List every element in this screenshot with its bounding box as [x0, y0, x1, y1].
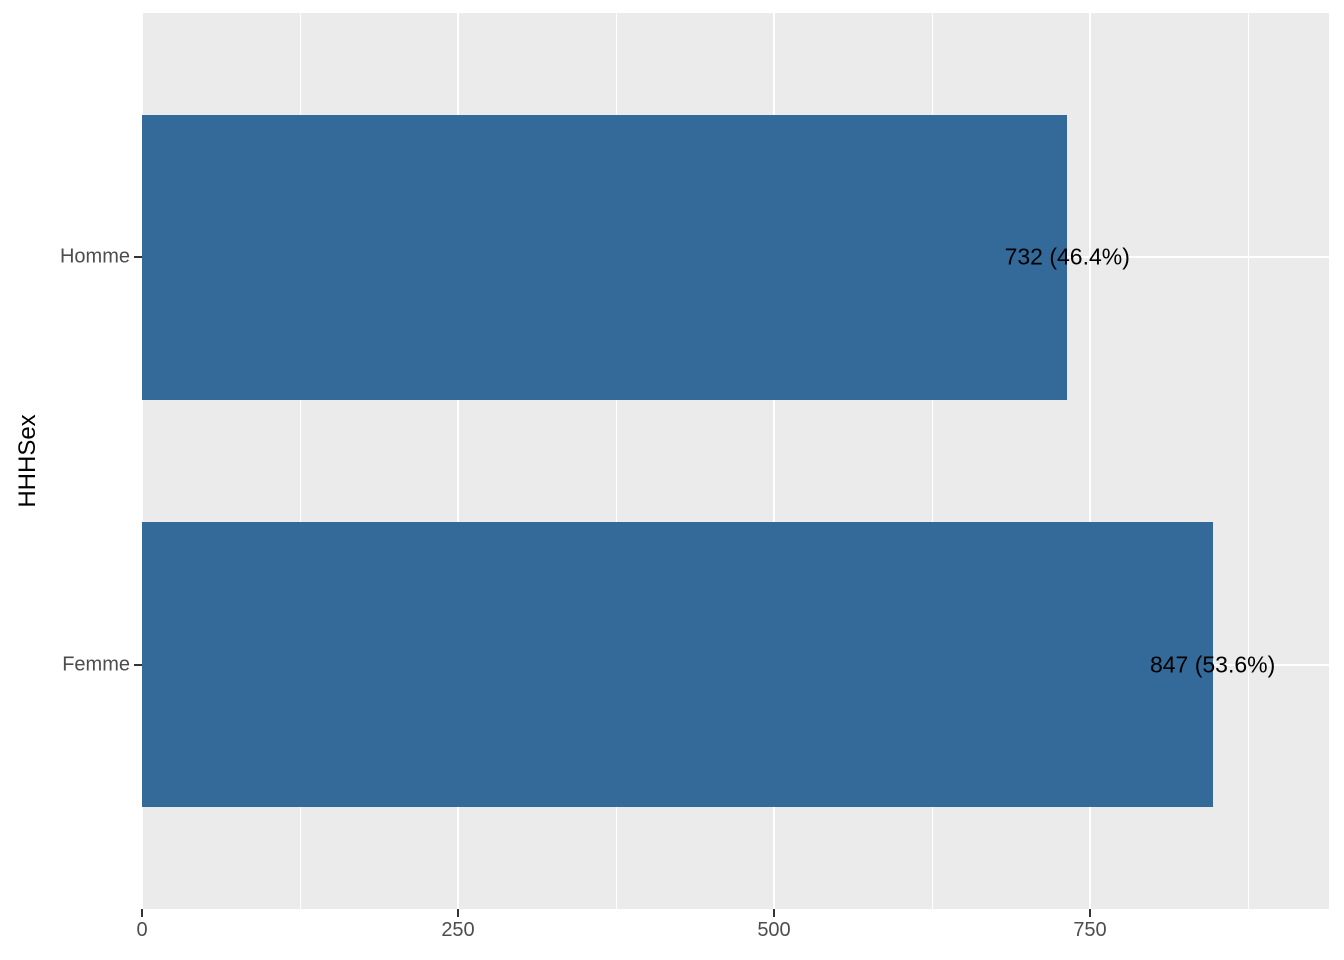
x-axis-tick-750	[1089, 909, 1091, 917]
x-axis-label-250: 250	[441, 919, 475, 941]
gridline-major-x-500	[773, 13, 775, 909]
bar-femme	[142, 522, 1213, 808]
x-axis-label-750: 750	[1073, 919, 1107, 941]
bar-label-homme: 732 (46.4%)	[1004, 243, 1130, 270]
gridline-minor-x-125	[299, 13, 301, 909]
bar-label-femme: 847 (53.6%)	[1149, 651, 1276, 678]
gridline-major-x-750	[1089, 13, 1091, 909]
y-axis-label-femme: Femme	[62, 653, 130, 676]
x-axis-tick-500	[773, 909, 775, 917]
gridline-minor-x-625	[931, 13, 933, 909]
bar-homme	[142, 114, 1068, 400]
x-axis-tick-250	[457, 909, 459, 917]
y-axis-title: HHHSex	[14, 414, 41, 508]
plot-panel: 732 (46.4%) 847 (53.6%)	[142, 13, 1329, 909]
gridline-minor-x-875	[1247, 13, 1249, 909]
gridline-major-x-250	[457, 13, 459, 909]
y-axis-tick-homme	[134, 256, 142, 259]
x-axis-label-0: 0	[136, 919, 148, 941]
gridline-major-x-0	[142, 13, 143, 909]
x-axis-label-500: 500	[757, 919, 791, 941]
y-axis-label-homme: Homme	[59, 245, 130, 268]
gridline-minor-x-375	[615, 13, 617, 909]
y-axis-tick-femme	[134, 663, 142, 666]
x-axis-tick-0	[141, 909, 143, 917]
